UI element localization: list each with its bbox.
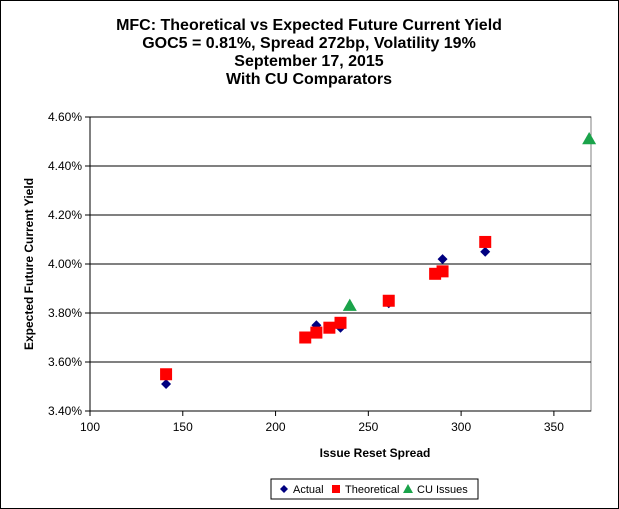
x-tick-label: 250 <box>358 420 378 434</box>
legend-marker <box>280 485 288 493</box>
legend-box <box>270 478 479 500</box>
theoretical-point <box>323 321 336 334</box>
y-tick-labels: 3.40% 3.60% 3.80% 4.00% 4.20% 4.40% 4.60% <box>48 110 82 418</box>
legend-label: Actual <box>293 484 324 496</box>
x-tick-label: 150 <box>173 420 193 434</box>
theoretical-point <box>382 294 395 307</box>
x-tick-label: 100 <box>80 420 100 434</box>
gridlines <box>90 116 591 363</box>
x-tick-label: 200 <box>266 420 286 434</box>
y-tick-label: 3.40% <box>48 404 82 418</box>
title-line: With CU Comparators <box>226 71 392 88</box>
theoretical-point <box>436 265 449 278</box>
axes <box>85 116 591 416</box>
series-cu-issues <box>342 132 597 311</box>
theoretical-point <box>299 331 312 344</box>
series-theoretical <box>160 235 492 381</box>
data-series <box>160 132 597 390</box>
y-tick-label: 3.80% <box>48 306 82 320</box>
theoretical-point <box>310 326 323 339</box>
cu-issue-point <box>582 132 597 145</box>
actual-point <box>161 379 172 390</box>
theoretical-point <box>479 235 492 248</box>
legend: Actual Theoretical CU Issues <box>270 478 479 500</box>
actual-point <box>480 246 491 257</box>
y-tick-label: 4.60% <box>48 110 82 124</box>
y-tick-label: 4.00% <box>48 257 82 271</box>
title-line: September 17, 2015 <box>234 53 384 70</box>
legend-marker <box>332 485 340 493</box>
y-tick-label: 4.20% <box>48 208 82 222</box>
x-tick-label: 300 <box>451 420 471 434</box>
chart-title: MFC: Theoretical vs Expected Future Curr… <box>116 17 502 88</box>
theoretical-point <box>160 368 173 381</box>
y-axis-label: Expected Future Current Yield <box>22 178 36 350</box>
legend-label: CU Issues <box>417 484 468 496</box>
y-tick-label: 3.60% <box>48 355 82 369</box>
title-line: GOC5 = 0.81%, Spread 272bp, Volatility 1… <box>142 35 476 52</box>
cu-issue-point <box>342 298 357 311</box>
x-tick-labels: 100 150 200 250 300 350 <box>80 420 564 434</box>
x-tick-label: 350 <box>544 420 564 434</box>
theoretical-point <box>334 316 347 329</box>
x-axis-label: Issue Reset Spread <box>320 446 431 460</box>
actual-point <box>437 254 448 265</box>
legend-label: Theoretical <box>345 484 399 496</box>
title-line: MFC: Theoretical vs Expected Future Curr… <box>116 17 502 34</box>
y-tick-label: 4.40% <box>48 159 82 173</box>
legend-marker <box>403 484 413 493</box>
